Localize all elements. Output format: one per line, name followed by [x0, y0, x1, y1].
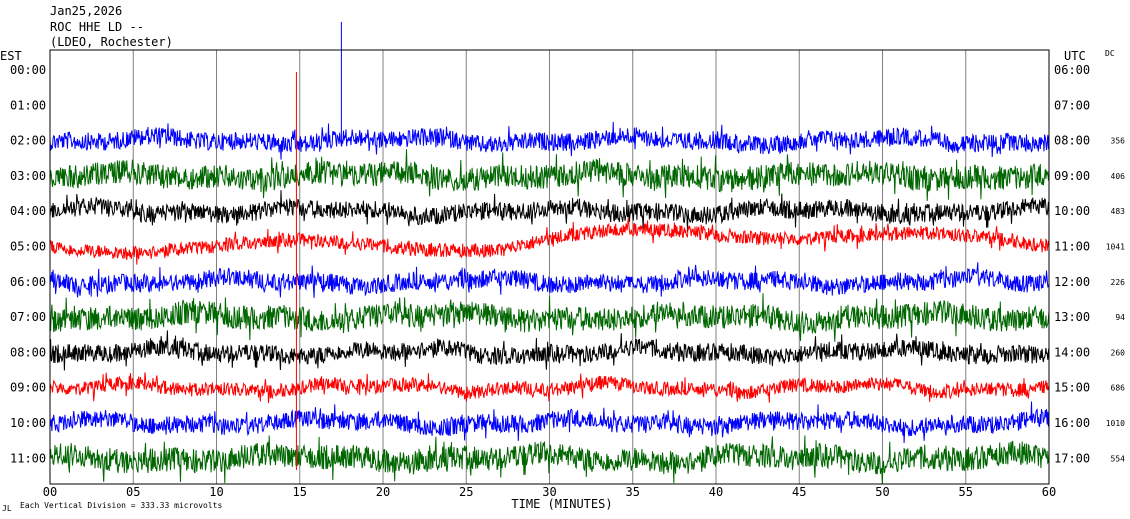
scale-note: Each Vertical Division = 333.33 microvol… [20, 501, 222, 510]
est-hour-label: 06:00 [10, 275, 46, 289]
dc-offset-label: 1041 [1106, 243, 1125, 252]
est-hour-label: 03:00 [10, 169, 46, 183]
dc-offset-label: 226 [1111, 278, 1126, 287]
x-tick-label: 30 [542, 485, 556, 499]
dc-offset-label: 554 [1111, 454, 1126, 463]
dc-offset-label: 483 [1111, 207, 1126, 216]
x-tick-label: 55 [959, 485, 973, 499]
utc-hour-label: 06:00 [1054, 63, 1090, 77]
trace-line-0600 [49, 262, 1050, 298]
est-hour-label: 09:00 [10, 381, 46, 395]
x-tick-label: 25 [459, 485, 473, 499]
x-tick-label: 50 [875, 485, 889, 499]
est-hour-label: 01:00 [10, 98, 46, 112]
right-axis-title: UTC [1064, 49, 1086, 63]
trace-line-0700 [49, 293, 1050, 342]
trace-line-0400 [49, 190, 1050, 232]
vertical-gridlines [132, 50, 967, 484]
trace-line-1100 [49, 435, 1050, 484]
est-hour-label: 04:00 [10, 204, 46, 218]
x-tick-label: 10 [209, 485, 223, 499]
est-hour-label: 00:00 [10, 63, 46, 77]
utc-hour-label: 14:00 [1054, 345, 1090, 359]
est-hour-label: 11:00 [10, 451, 46, 465]
header-network: (LDEO, Rochester) [50, 35, 173, 49]
dc-title: DC [1105, 49, 1115, 58]
est-hour-label: 05:00 [10, 240, 46, 254]
dc-offset-label: 356 [1111, 137, 1126, 146]
est-hour-label: 07:00 [10, 310, 46, 324]
est-hour-label: 02:00 [10, 134, 46, 148]
header-date: Jan25,2026 [50, 4, 122, 18]
trace-line-0900 [49, 372, 1050, 404]
trace-line-0800 [49, 330, 1050, 371]
dc-offset-label: 406 [1111, 172, 1126, 181]
dc-offset-label: 1010 [1106, 419, 1125, 428]
utc-hour-label: 16:00 [1054, 416, 1090, 430]
utc-hour-label: 10:00 [1054, 204, 1090, 218]
utc-hour-label: 11:00 [1054, 240, 1090, 254]
utc-hour-label: 09:00 [1054, 169, 1090, 183]
plot-frame [49, 49, 1050, 485]
x-tick-label: 60 [1042, 485, 1056, 499]
utc-hour-label: 12:00 [1054, 275, 1090, 289]
header-station: ROC HHE LD -- [50, 20, 144, 34]
corner-mark: JL [2, 504, 12, 513]
trace-line-0500 [49, 217, 1050, 265]
x-axis-title: TIME (MINUTES) [511, 497, 612, 511]
axis-labels: 00 05 10 15 20 25 30 35 40 45 50 55 60 00:00 06:00 01:0… [10, 63, 1125, 499]
x-tick-label: 45 [792, 485, 806, 499]
left-axis-title: EST [0, 49, 22, 63]
x-tick-label: 05 [126, 485, 140, 499]
utc-hour-label: 08:00 [1054, 134, 1090, 148]
trace-line-0200 [49, 121, 1050, 160]
dc-offset-label: 260 [1111, 348, 1126, 357]
dc-offset-label: 686 [1111, 384, 1126, 393]
utc-hour-label: 17:00 [1054, 451, 1090, 465]
x-tick-label: 35 [626, 485, 640, 499]
utc-hour-label: 07:00 [1054, 98, 1090, 112]
x-tick-label: 40 [709, 485, 723, 499]
est-hour-label: 08:00 [10, 345, 46, 359]
utc-hour-label: 13:00 [1054, 310, 1090, 324]
x-tick-label: 20 [376, 485, 390, 499]
trace-lines [49, 22, 1050, 484]
trace-line-1000 [49, 401, 1050, 444]
utc-hour-label: 15:00 [1054, 381, 1090, 395]
x-tick-label: 00 [43, 485, 57, 499]
est-hour-label: 10:00 [10, 416, 46, 430]
dc-offset-label: 94 [1115, 313, 1125, 322]
trace-line-0300 [49, 149, 1050, 202]
x-tick-label: 15 [293, 485, 307, 499]
